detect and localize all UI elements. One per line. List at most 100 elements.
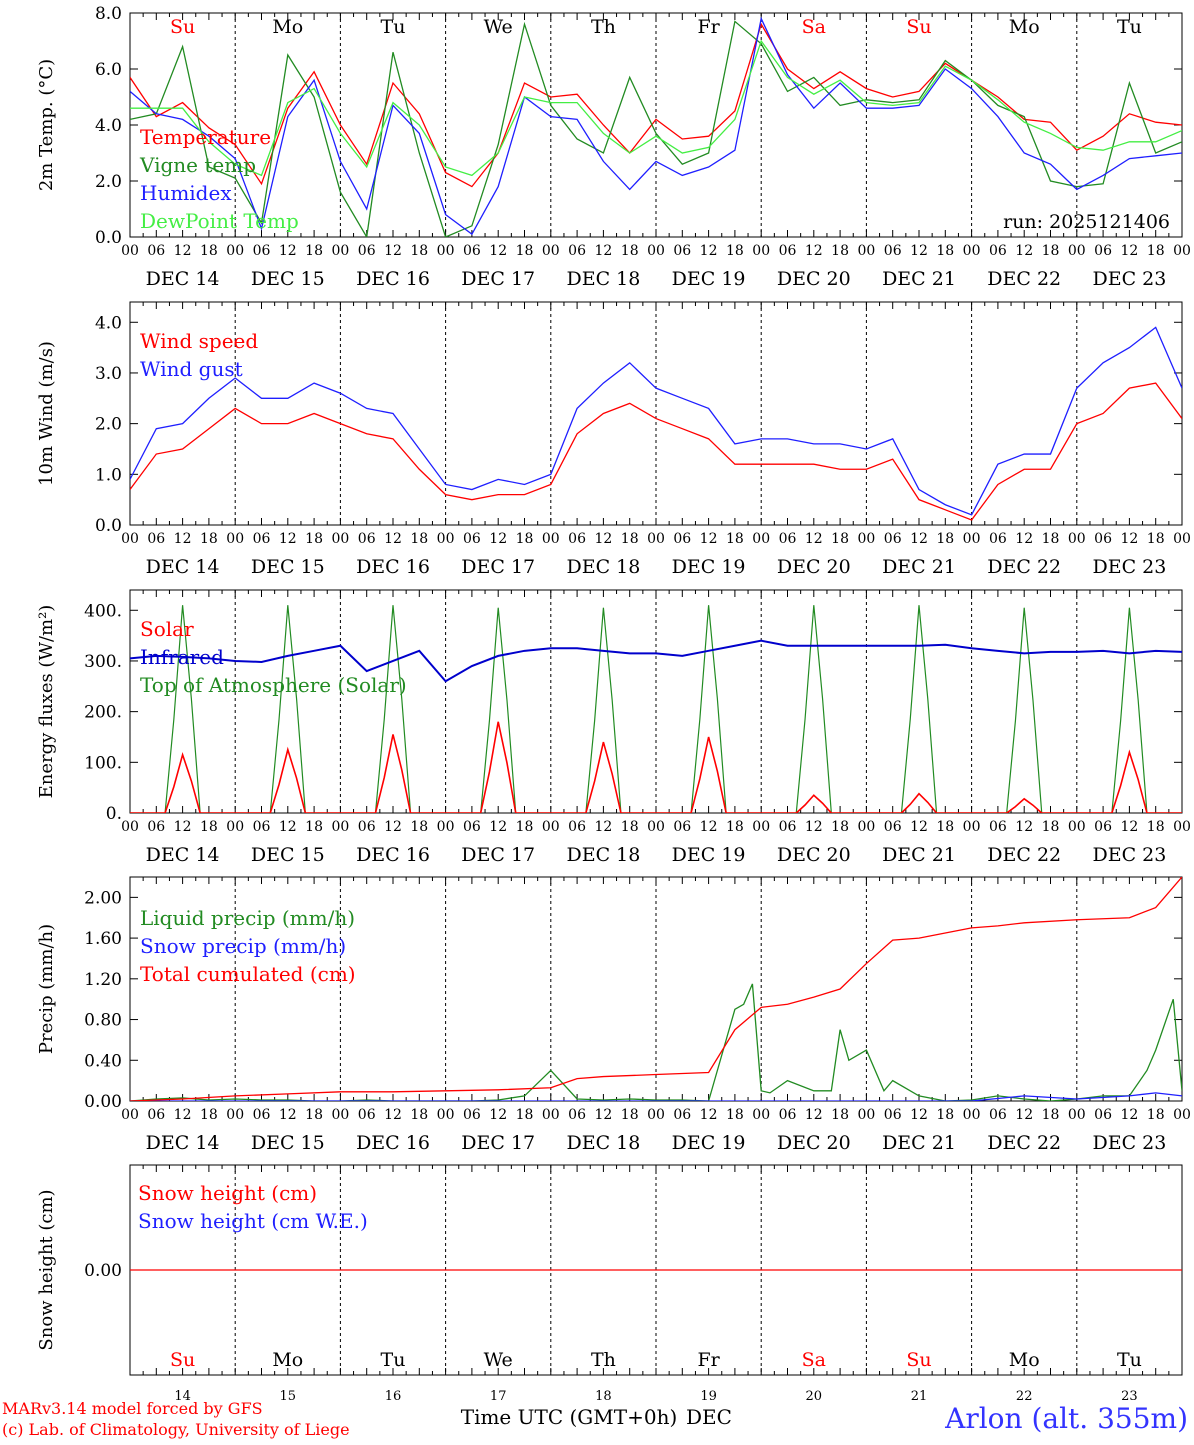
- day-abbr-label: Mo: [272, 16, 303, 38]
- run-label: run: 2025121406: [1003, 211, 1170, 233]
- hour-tick-label: 18: [516, 531, 534, 547]
- hour-tick-label: 18: [936, 531, 954, 547]
- hour-tick-label: 00: [542, 243, 560, 259]
- date-label: DEC 16: [356, 556, 430, 578]
- panel-precip: 0.00 0.40 0.80 1.20 1.60 2.00 Precip (mm/h) Liq…: [36, 876, 1191, 1154]
- day-abbr-label: Mo: [1009, 1349, 1040, 1371]
- date-label: DEC 17: [461, 1132, 535, 1154]
- y-tick-label: 0.40: [84, 1051, 122, 1071]
- hour-tick-label: 06: [358, 1107, 376, 1123]
- date-label: DEC 15: [251, 844, 325, 866]
- hour-tick-label: 06: [147, 1107, 165, 1123]
- legend-entry: Snow height (cm W.E.): [138, 1209, 368, 1233]
- hour-tick-label: 18: [305, 531, 323, 547]
- hour-tick-label: 18: [1147, 531, 1165, 547]
- hour-tick-label: 12: [1120, 243, 1138, 259]
- hour-tick-label: 06: [358, 243, 376, 259]
- series-line-snow-precip-mm-h-: [130, 1092, 1182, 1101]
- y-tick-label: 4.0: [95, 313, 122, 333]
- hour-tick-label: 12: [384, 819, 402, 835]
- date-label: DEC 18: [566, 844, 640, 866]
- panel-snow: 0.00 Snow height (cm) Snow height (cm) Snow…: [36, 1164, 1183, 1404]
- hour-tick-label: 18: [831, 819, 849, 835]
- hour-tick-label: 12: [805, 531, 823, 547]
- day-number-label: 15: [280, 1389, 297, 1404]
- hour-tick-label: 18: [621, 531, 639, 547]
- hour-tick-label: 00: [121, 819, 139, 835]
- date-label: DEC 18: [566, 556, 640, 578]
- hour-tick-label: 18: [410, 819, 428, 835]
- legend-entry: Snow height (cm): [138, 1181, 317, 1205]
- hour-tick-label: 12: [174, 243, 192, 259]
- footer: MARv3.14 model forced by GFS (c) Lab. of …: [2, 1399, 1188, 1439]
- legend-entry: Liquid precip (mm/h): [140, 906, 355, 930]
- panel-energy: 0. 100. 200. 300. 400. Energy fluxes (W/m²) So…: [36, 589, 1191, 866]
- hour-tick-label: 06: [779, 819, 797, 835]
- y-tick-label: 3.0: [95, 364, 122, 384]
- hour-tick-label: 18: [831, 243, 849, 259]
- series-line-liquid-precip-mm-h-: [130, 983, 1182, 1101]
- hour-tick-label: 00: [752, 243, 770, 259]
- credit-line-1: MARv3.14 model forced by GFS: [2, 1399, 263, 1418]
- series-line-toa-solar: [130, 605, 1182, 813]
- hour-tick-label: 18: [200, 1107, 218, 1123]
- date-label: DEC 18: [566, 1132, 640, 1154]
- series-line-wind-gust: [130, 326, 1182, 516]
- y-tick-label: 300.: [84, 652, 122, 672]
- date-label: DEC 14: [146, 556, 220, 578]
- hour-tick-label: 06: [463, 243, 481, 259]
- date-label: DEC 18: [566, 268, 640, 290]
- y-axis-label: 10m Wind (m/s): [36, 341, 57, 486]
- series-line-solar: [130, 721, 1182, 813]
- hour-tick-label: 12: [594, 819, 612, 835]
- hour-tick-label: 18: [305, 1107, 323, 1123]
- hour-tick-label: 00: [542, 1107, 560, 1123]
- hour-tick-label: 12: [910, 819, 928, 835]
- y-tick-label: 0.00: [84, 1092, 122, 1112]
- hour-tick-label: 00: [226, 1107, 244, 1123]
- hour-tick-label: 00: [437, 531, 455, 547]
- hour-tick-label: 00: [331, 1107, 349, 1123]
- day-number-label: 23: [1121, 1389, 1138, 1404]
- hour-tick-label: 06: [779, 531, 797, 547]
- location-label: Arlon (alt. 355m): [944, 1402, 1188, 1435]
- day-abbr-label: Th: [591, 16, 616, 38]
- date-label: DEC 16: [356, 1132, 430, 1154]
- day-number-label: 22: [1016, 1389, 1033, 1404]
- hour-tick-label: 18: [621, 1107, 639, 1123]
- hour-tick-label: 06: [358, 531, 376, 547]
- date-label: DEC 20: [777, 268, 851, 290]
- hour-tick-label: 12: [594, 531, 612, 547]
- hour-tick-label: 00: [1173, 243, 1191, 259]
- hour-tick-label: 00: [226, 243, 244, 259]
- hour-tick-label: 00: [331, 243, 349, 259]
- hour-tick-label: 18: [1147, 243, 1165, 259]
- hour-tick-label: 06: [463, 1107, 481, 1123]
- hour-tick-label: 12: [174, 1107, 192, 1123]
- hour-tick-label: 06: [463, 819, 481, 835]
- hour-tick-label: 06: [463, 531, 481, 547]
- hour-tick-label: 00: [1173, 1107, 1191, 1123]
- hour-tick-label: 18: [200, 243, 218, 259]
- y-tick-label: 8.0: [95, 4, 122, 24]
- hour-tick-label: 12: [805, 243, 823, 259]
- hour-tick-label: 06: [673, 819, 691, 835]
- hour-tick-label: 00: [857, 243, 875, 259]
- date-label: DEC 21: [882, 844, 956, 866]
- hour-tick-label: 12: [700, 819, 718, 835]
- hour-tick-label: 12: [1120, 531, 1138, 547]
- day-abbr-label: Tu: [381, 1349, 406, 1371]
- hour-tick-label: 12: [279, 531, 297, 547]
- hour-tick-label: 12: [700, 531, 718, 547]
- date-label: DEC 19: [672, 844, 746, 866]
- hour-tick-label: 06: [779, 1107, 797, 1123]
- day-abbr-label: Mo: [1009, 16, 1040, 38]
- series-line-humidex: [130, 16, 1182, 236]
- y-tick-label: 0.80: [84, 1011, 122, 1031]
- hour-tick-label: 06: [1094, 819, 1112, 835]
- x-axis-label: Time UTC (GMT+0h): [461, 1405, 678, 1429]
- hour-tick-label: 00: [963, 1107, 981, 1123]
- panel-wind: 0.0 1.0 2.0 3.0 4.0 10m Wind (m/s) Wind speed W…: [36, 301, 1191, 578]
- hour-tick-label: 00: [121, 243, 139, 259]
- y-tick-label: 2.00: [84, 888, 122, 908]
